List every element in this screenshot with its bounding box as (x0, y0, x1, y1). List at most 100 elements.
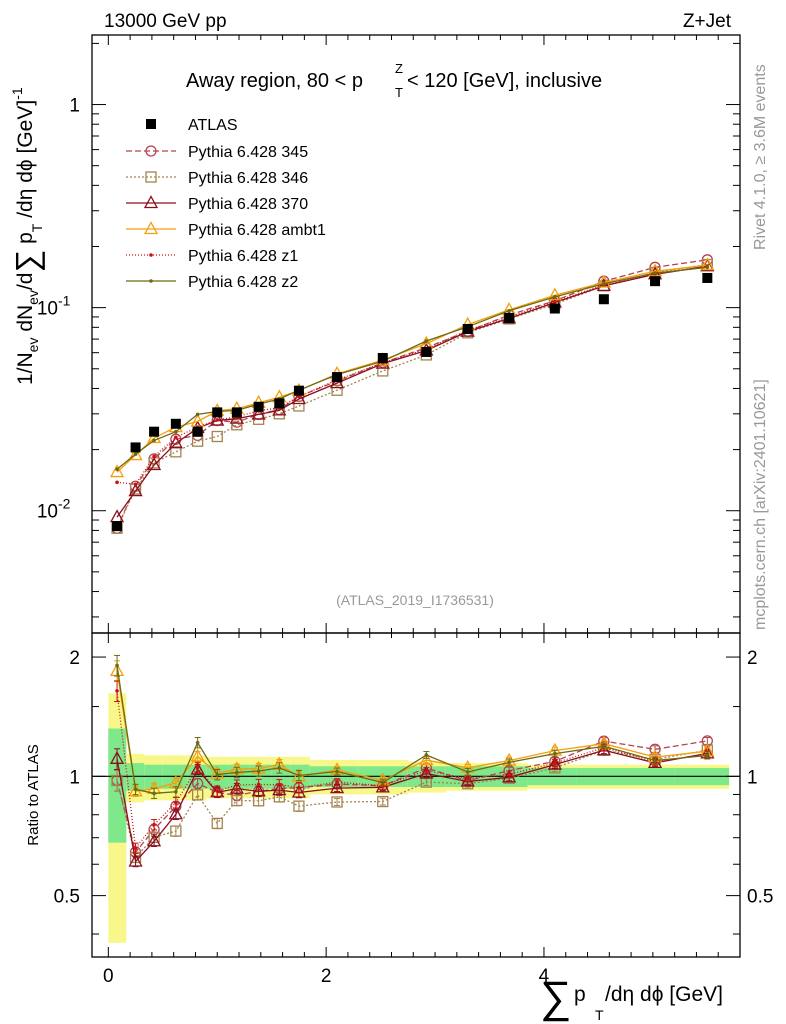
series-point (272, 402, 287, 416)
atlas-point (650, 276, 661, 287)
ratio-point (377, 795, 389, 808)
series-point (231, 419, 243, 431)
series-point (115, 480, 119, 485)
series-point (602, 282, 606, 286)
series-point (211, 430, 223, 443)
series-point (152, 438, 156, 443)
series-line (116, 265, 708, 518)
atlas-point (231, 407, 242, 418)
ratio-point (460, 773, 475, 787)
ratio-point (128, 853, 143, 867)
ylabel-part-4: p (14, 232, 37, 250)
ratio-point (297, 785, 301, 790)
y-tick-label-main: 1 (69, 96, 80, 117)
ratio-point (291, 784, 307, 798)
legend-marker (143, 195, 159, 209)
ratio-point (335, 780, 339, 784)
ratio-point (115, 689, 119, 693)
ratio-point (195, 765, 200, 770)
series-point (152, 454, 156, 459)
y-axis-main: 10 -210 -11 (37, 42, 740, 618)
xlabel-rest: /dη dϕ [GeV] (605, 983, 723, 1006)
ratio-point (653, 758, 657, 763)
series-line (116, 264, 708, 473)
series-point (133, 482, 138, 487)
legend-marker (149, 279, 153, 283)
series-point (109, 464, 125, 478)
atlas-point (549, 303, 560, 314)
ratio-point (152, 822, 156, 827)
ratio-point (146, 833, 162, 847)
series-point (168, 435, 183, 449)
main-title: Away region, 80 < p Z T < 120 [GeV], inc… (186, 61, 602, 100)
y-tick-label-ratio-right: 1 (747, 767, 758, 788)
ratio-point (419, 765, 434, 779)
series-point (329, 375, 345, 389)
series-point (195, 412, 200, 417)
atlas-point (332, 372, 343, 383)
y-tick-label-ratio: 0.5 (54, 887, 80, 908)
ratio-point (152, 791, 156, 796)
y-axis-label-ratio: Ratio to ATLAS (25, 744, 42, 845)
legend-marker (143, 221, 159, 235)
ratio-point (174, 789, 178, 794)
ratio-point (272, 782, 287, 796)
series-point (377, 365, 389, 377)
atlas-point (274, 398, 285, 409)
ylabel-part-1: 1/N (14, 352, 37, 385)
atlas-point (149, 426, 160, 437)
series-point (547, 287, 562, 301)
x-axis-label: ∑ p T /dη dϕ [GeV] (540, 973, 723, 1023)
series-line (116, 266, 708, 485)
ratio-point (190, 748, 205, 762)
y-axis-label-main: 1/Nev dNev/d∑ pT /dη dϕ [GeV]-1 (9, 87, 45, 385)
ratio-point (465, 776, 470, 781)
ratio-point (705, 753, 710, 758)
series-point (146, 430, 162, 444)
title-subscript: T (395, 85, 403, 100)
series-point (133, 452, 138, 456)
y-axis-ratio: 0.5 0.5 1 1 2 2 (54, 648, 773, 935)
series-main-3 (109, 257, 715, 478)
y-tick-label-main: 10 (37, 299, 58, 320)
series-point (553, 299, 557, 304)
ratio-frame (91, 632, 741, 958)
atlas-point (702, 272, 713, 283)
legend-label: Pythia 6.428 346 (188, 170, 308, 187)
atlas-point (598, 294, 609, 305)
series-point (507, 308, 511, 313)
series-point (128, 447, 143, 461)
title-superscript: Z (395, 61, 403, 76)
series-point (174, 435, 178, 440)
x-axis: 0 2 4 (103, 35, 719, 987)
y-tick-sup-main: -1 (58, 293, 71, 309)
side-label-bottom: mcplots.cern.ch [arXiv:2401.10621] (752, 379, 769, 630)
ratio-point (251, 783, 266, 797)
series-main-1 (111, 258, 713, 534)
ratio-bands (108, 693, 730, 943)
ratio-point (133, 787, 138, 792)
header-right: Z+Jet (683, 11, 732, 32)
ratio-point (547, 756, 562, 770)
legend-marker (145, 171, 157, 183)
ratio-point (256, 769, 261, 773)
ratio-point (215, 789, 220, 793)
ratio-point (109, 750, 125, 764)
ratio-point (335, 769, 339, 774)
x-tick-label: 0 (103, 966, 114, 987)
ratio-point (329, 780, 345, 794)
ylabel-ev-1: ev (25, 338, 41, 353)
legend-label-atlas: ATLAS (188, 117, 238, 134)
series-ratio-5 (114, 654, 711, 800)
ratio-point (331, 796, 343, 808)
ratio-point (191, 777, 204, 790)
atlas-point (462, 323, 473, 334)
ratio-point (195, 740, 200, 745)
legend-marker (149, 253, 153, 257)
series-point (146, 457, 162, 471)
side-label-top: Rivet 4.1.0, ≥ 3.6M events (752, 64, 769, 250)
series-point (115, 467, 119, 472)
series-point (128, 483, 143, 497)
analysis-watermark: (ATLAS_2019_I1736531) (336, 592, 494, 608)
